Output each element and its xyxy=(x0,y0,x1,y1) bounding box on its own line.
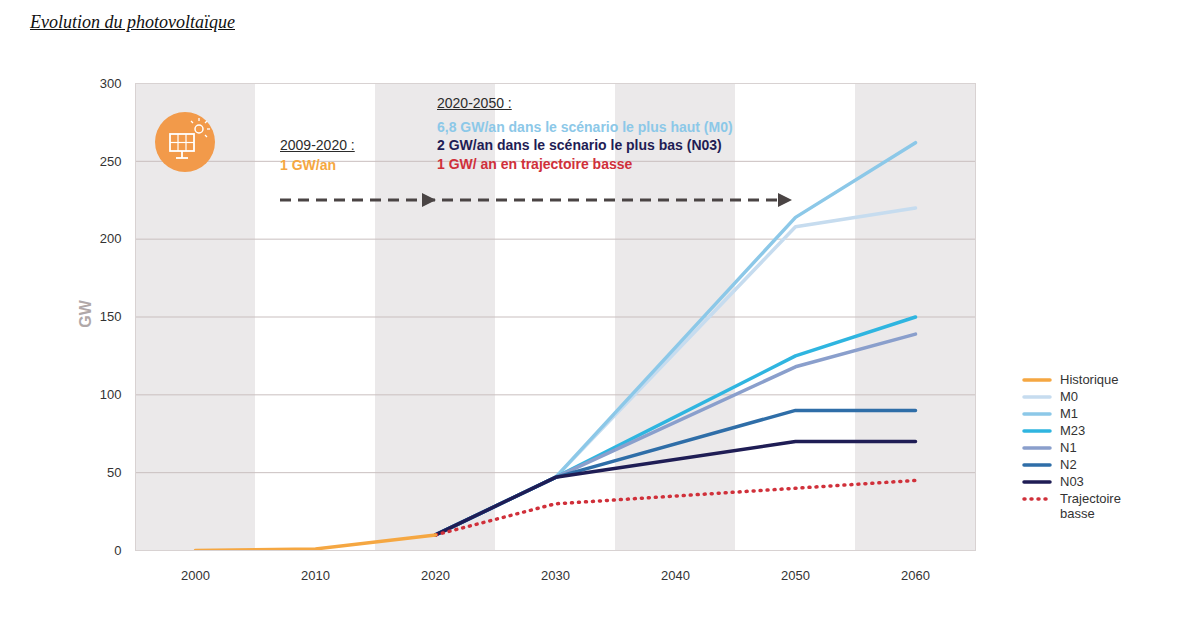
svg-text:2000: 2000 xyxy=(181,568,210,583)
svg-text:150: 150 xyxy=(100,309,122,324)
html-text:2009-2020 :: 2009-2020 : xyxy=(280,137,355,153)
html-text:6,8 GW/an dans le scénario le: 6,8 GW/an dans le scénario le plus haut … xyxy=(437,119,733,135)
html-text:Evolution du photovoltaïque: Evolution du photovoltaïque xyxy=(30,12,235,32)
svg-text:100: 100 xyxy=(100,387,122,402)
html-text:1 GW/ an en trajectoire basse: 1 GW/ an en trajectoire basse xyxy=(437,156,633,172)
html-text:M0: M0 xyxy=(1060,389,1079,404)
svg-text:2010: 2010 xyxy=(301,568,330,583)
html-text:2 GW/an dans le scénario le pl: 2 GW/an dans le scénario le plus bas (N0… xyxy=(437,137,722,153)
svg-text:250: 250 xyxy=(100,153,122,168)
html-text:1 GW/an: 1 GW/an xyxy=(280,157,336,173)
svg-text:2020: 2020 xyxy=(421,568,450,583)
html-text:GW: GW xyxy=(76,300,94,328)
html-text:2020-2050 :: 2020-2050 : xyxy=(437,95,512,111)
html-text:Historique: Historique xyxy=(1060,372,1119,387)
svg-text:2030: 2030 xyxy=(541,568,570,583)
html-text:N03: N03 xyxy=(1060,474,1084,489)
svg-text:300: 300 xyxy=(100,76,122,91)
html-text:Trajectoire basse: Trajectoire basse xyxy=(1060,491,1121,521)
html-text:N2: N2 xyxy=(1060,457,1077,472)
svg-text:0: 0 xyxy=(114,543,121,558)
html-text:M1: M1 xyxy=(1060,406,1079,421)
svg-text:2050: 2050 xyxy=(781,568,810,583)
svg-text:50: 50 xyxy=(107,465,121,480)
svg-text:2040: 2040 xyxy=(661,568,690,583)
html-text:M23: M23 xyxy=(1060,423,1086,438)
svg-text:2060: 2060 xyxy=(901,568,930,583)
html-text:N1: N1 xyxy=(1060,440,1077,455)
svg-text:200: 200 xyxy=(100,231,122,246)
